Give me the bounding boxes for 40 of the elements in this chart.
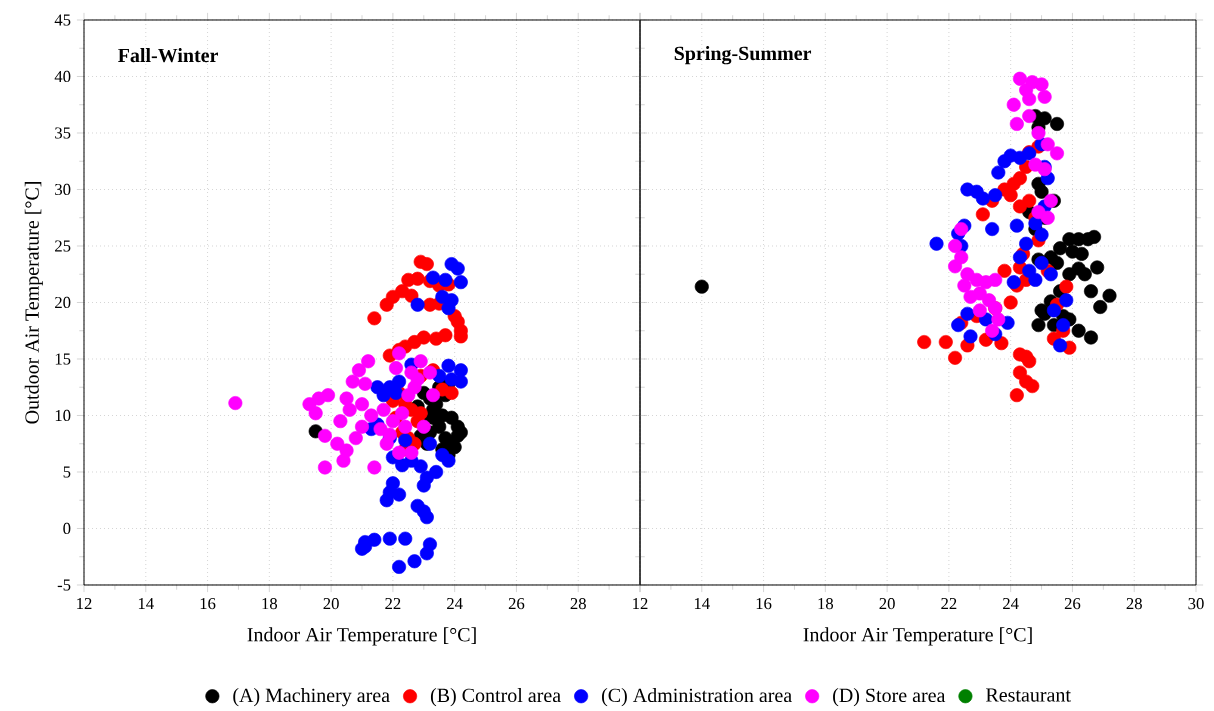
x-tick-label: 22 [385, 597, 401, 609]
x-axis-title: Indoor Air Temperature [°C] [247, 627, 476, 646]
y-tick-label: 35 [55, 127, 71, 139]
x-tick-label: 24 [1003, 597, 1019, 609]
y-tick-label: 20 [55, 296, 71, 309]
legend-label: (C) Administration area [602, 688, 792, 707]
x-tick-label: 18 [818, 597, 834, 610]
x-tick-label: 28 [570, 597, 586, 610]
x-tick-label: 12 [77, 597, 92, 609]
x-tick-label: 26 [1064, 597, 1081, 610]
text: Spring-Summer [674, 46, 812, 65]
x-tick-label: 26 [508, 597, 525, 610]
y-axis-title: Outdoor Air Temperature [°C] [24, 182, 43, 424]
text: Fall-Winter [118, 48, 218, 63]
y-tick-label: -5 [57, 579, 71, 591]
x-tick-label: 22 [941, 597, 957, 609]
x-tick-label: 30 [1188, 597, 1204, 610]
x-tick-label: 16 [756, 597, 772, 610]
x-tick-label: 14 [694, 597, 710, 609]
x-tick-label: 24 [447, 597, 463, 609]
y-tick-label: 0 [63, 522, 71, 535]
x-tick-label: 20 [879, 597, 895, 610]
x-tick-label: 16 [200, 597, 216, 610]
y-tick-label: 30 [55, 183, 71, 196]
legend-label: (D) Store area [833, 688, 946, 707]
x-tick-label: 20 [323, 597, 339, 610]
y-tick-label: 40 [54, 70, 71, 83]
y-tick-label: 10 [55, 409, 71, 422]
legend-label: (A) Machinery area [233, 688, 390, 707]
y-tick-label: 45 [54, 14, 71, 26]
legend-label: (B) Control area [430, 688, 561, 707]
x-tick-label: 14 [138, 597, 154, 609]
y-tick-label: 5 [63, 466, 71, 478]
x-tick-label: 12 [633, 597, 648, 609]
y-tick-label: 25 [55, 240, 71, 252]
legend-label: Restaurant [986, 688, 1071, 702]
x-tick-label: 18 [262, 597, 278, 610]
x-tick-label: 28 [1126, 597, 1142, 610]
x-axis-title: Indoor Air Temperature [°C] [803, 627, 1032, 646]
y-tick-label: 15 [55, 353, 71, 365]
